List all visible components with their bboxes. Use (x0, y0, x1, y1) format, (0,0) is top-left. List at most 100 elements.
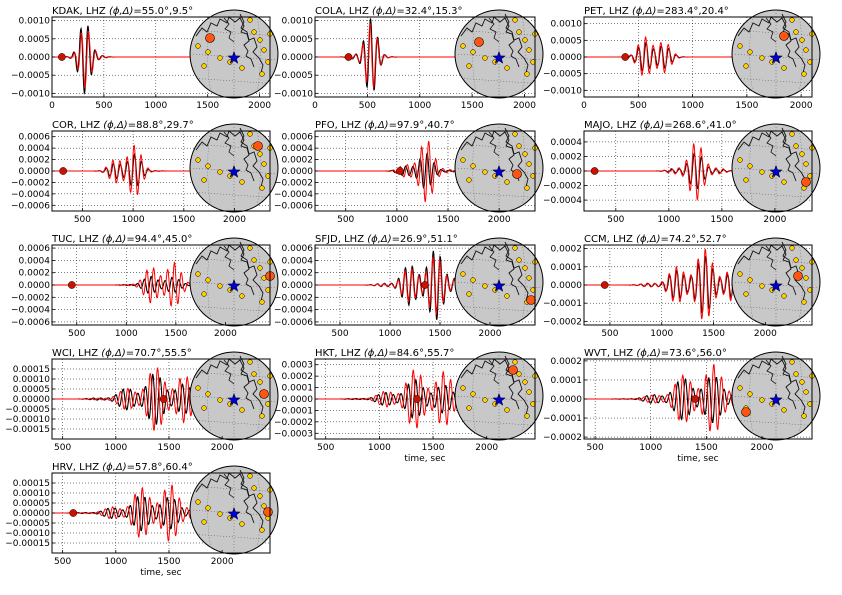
y-tick-label: −0.0002 (11, 178, 50, 188)
station-marker (239, 407, 245, 413)
y-tick-label: −0.0003 (274, 429, 313, 439)
station-marker (524, 413, 530, 419)
y-tick-label: −0.0002 (11, 293, 50, 303)
station-marker (516, 371, 522, 377)
arrival-marker (159, 395, 168, 403)
y-tick-label: −0.0002 (274, 293, 313, 303)
globe-features (455, 124, 543, 212)
station-marker (803, 389, 809, 395)
panel-title: WCI, LHZ (ϕ,Δ)=70.7°,55.5° (52, 348, 192, 359)
station-marker (803, 47, 809, 53)
source-star-icon (769, 164, 783, 178)
station-marker (512, 131, 518, 137)
station-marker (470, 49, 476, 55)
station-marker (460, 157, 466, 163)
arrival-marker (396, 167, 404, 175)
station-marker (743, 63, 749, 69)
station-marker (247, 245, 253, 251)
coastline (765, 17, 777, 43)
x-tick-label: 2000 (479, 329, 502, 339)
station-marker (259, 299, 265, 305)
station-marker (205, 505, 211, 511)
x-tick-label: 500 (54, 557, 71, 567)
coastline (195, 472, 255, 524)
source-star-icon (769, 278, 783, 292)
coastline (488, 17, 500, 43)
x-tick-label: 0 (581, 101, 587, 111)
station-marker (257, 37, 263, 43)
station-marker (482, 55, 488, 61)
coastline (239, 469, 264, 530)
globe-inset (189, 123, 279, 213)
station-marker (251, 371, 257, 377)
source-star-icon (227, 164, 241, 178)
source-star-icon (492, 50, 506, 64)
globe-inset (454, 351, 544, 441)
panel-sfjd: 500 1000 1500 2000 −0.0006 −0.0004 −0.0002 0.00… (274, 234, 544, 339)
y-tick-label: 0.0000 (282, 53, 314, 63)
x-tick-label: 2000 (211, 443, 234, 453)
panel-title: HKT, LHZ (ϕ,Δ)=84.6°,55.7° (315, 348, 454, 359)
station-marker (737, 271, 743, 277)
y-tick-label: 0.0001 (282, 384, 314, 394)
station-marker (793, 371, 799, 377)
y-tick-label: −0.0006 (274, 201, 313, 211)
station-marker (747, 49, 753, 55)
station-marker (743, 291, 749, 297)
coastline (223, 131, 235, 157)
coastline (195, 16, 255, 68)
station-marker (195, 271, 201, 277)
station-marker (201, 519, 207, 525)
station-marker (217, 55, 223, 61)
coastline (765, 359, 777, 385)
y-tick-label: −0.0001 (543, 414, 582, 424)
y-tick-label: 0.0000 (282, 281, 314, 291)
y-tick-label: 0.0002 (19, 269, 51, 279)
coastline (239, 241, 264, 302)
globe-inset (731, 351, 821, 441)
x-tick-label: 1000 (144, 101, 167, 111)
globe-inset (454, 123, 544, 213)
panel-title: PFO, LHZ (ϕ,Δ)=97.9°,40.7° (315, 120, 455, 131)
selected-station-marker (793, 271, 803, 281)
y-tick-label: 0.0000 (282, 167, 314, 177)
x-tick-label: 1500 (702, 329, 725, 339)
x-tick-label: 1500 (695, 443, 718, 453)
coastline (737, 130, 797, 182)
x-tick-label: 1500 (422, 443, 445, 453)
globe-features (455, 10, 543, 98)
station-marker (217, 283, 223, 289)
x-tick-label: 1000 (104, 557, 127, 567)
station-marker (259, 185, 265, 191)
selected-station-marker (474, 37, 484, 47)
x-tick-label: 500 (337, 215, 354, 225)
y-tick-label: 0.00015 (13, 479, 50, 489)
coastline (504, 127, 529, 188)
coastline (239, 355, 264, 416)
station-marker (205, 277, 211, 283)
panel-wci: 500 1000 1500 2000−0.00015−0.00010−0.000050… (5, 348, 279, 453)
y-tick-label: 0.00005 (13, 499, 50, 509)
x-tick-label: 2000 (223, 215, 246, 225)
globe-inset (189, 237, 279, 327)
coastline (765, 131, 777, 157)
coastline (195, 358, 255, 410)
globe-features (732, 124, 820, 212)
station-marker (524, 185, 530, 191)
station-marker (504, 179, 510, 185)
panel-hkt: 500 1000 1500 2000−0.0003−0.0002−0.00010.00… (274, 348, 544, 464)
station-marker (466, 405, 472, 411)
y-tick-label: −0.0002 (274, 418, 313, 428)
station-marker (516, 143, 522, 149)
y-tick-label: 0.0005 (19, 35, 51, 45)
station-marker (759, 397, 765, 403)
station-marker (259, 413, 265, 419)
station-marker (504, 293, 510, 299)
y-tick-label: 0.0010 (282, 17, 314, 27)
y-tick-label: 0.0005 (282, 35, 314, 45)
station-marker (217, 511, 223, 517)
globe-inset (454, 9, 544, 99)
x-tick-label: 2000 (214, 329, 237, 339)
y-tick-label: 0.0002 (282, 372, 314, 382)
y-tick-label: 0.0006 (282, 133, 314, 143)
